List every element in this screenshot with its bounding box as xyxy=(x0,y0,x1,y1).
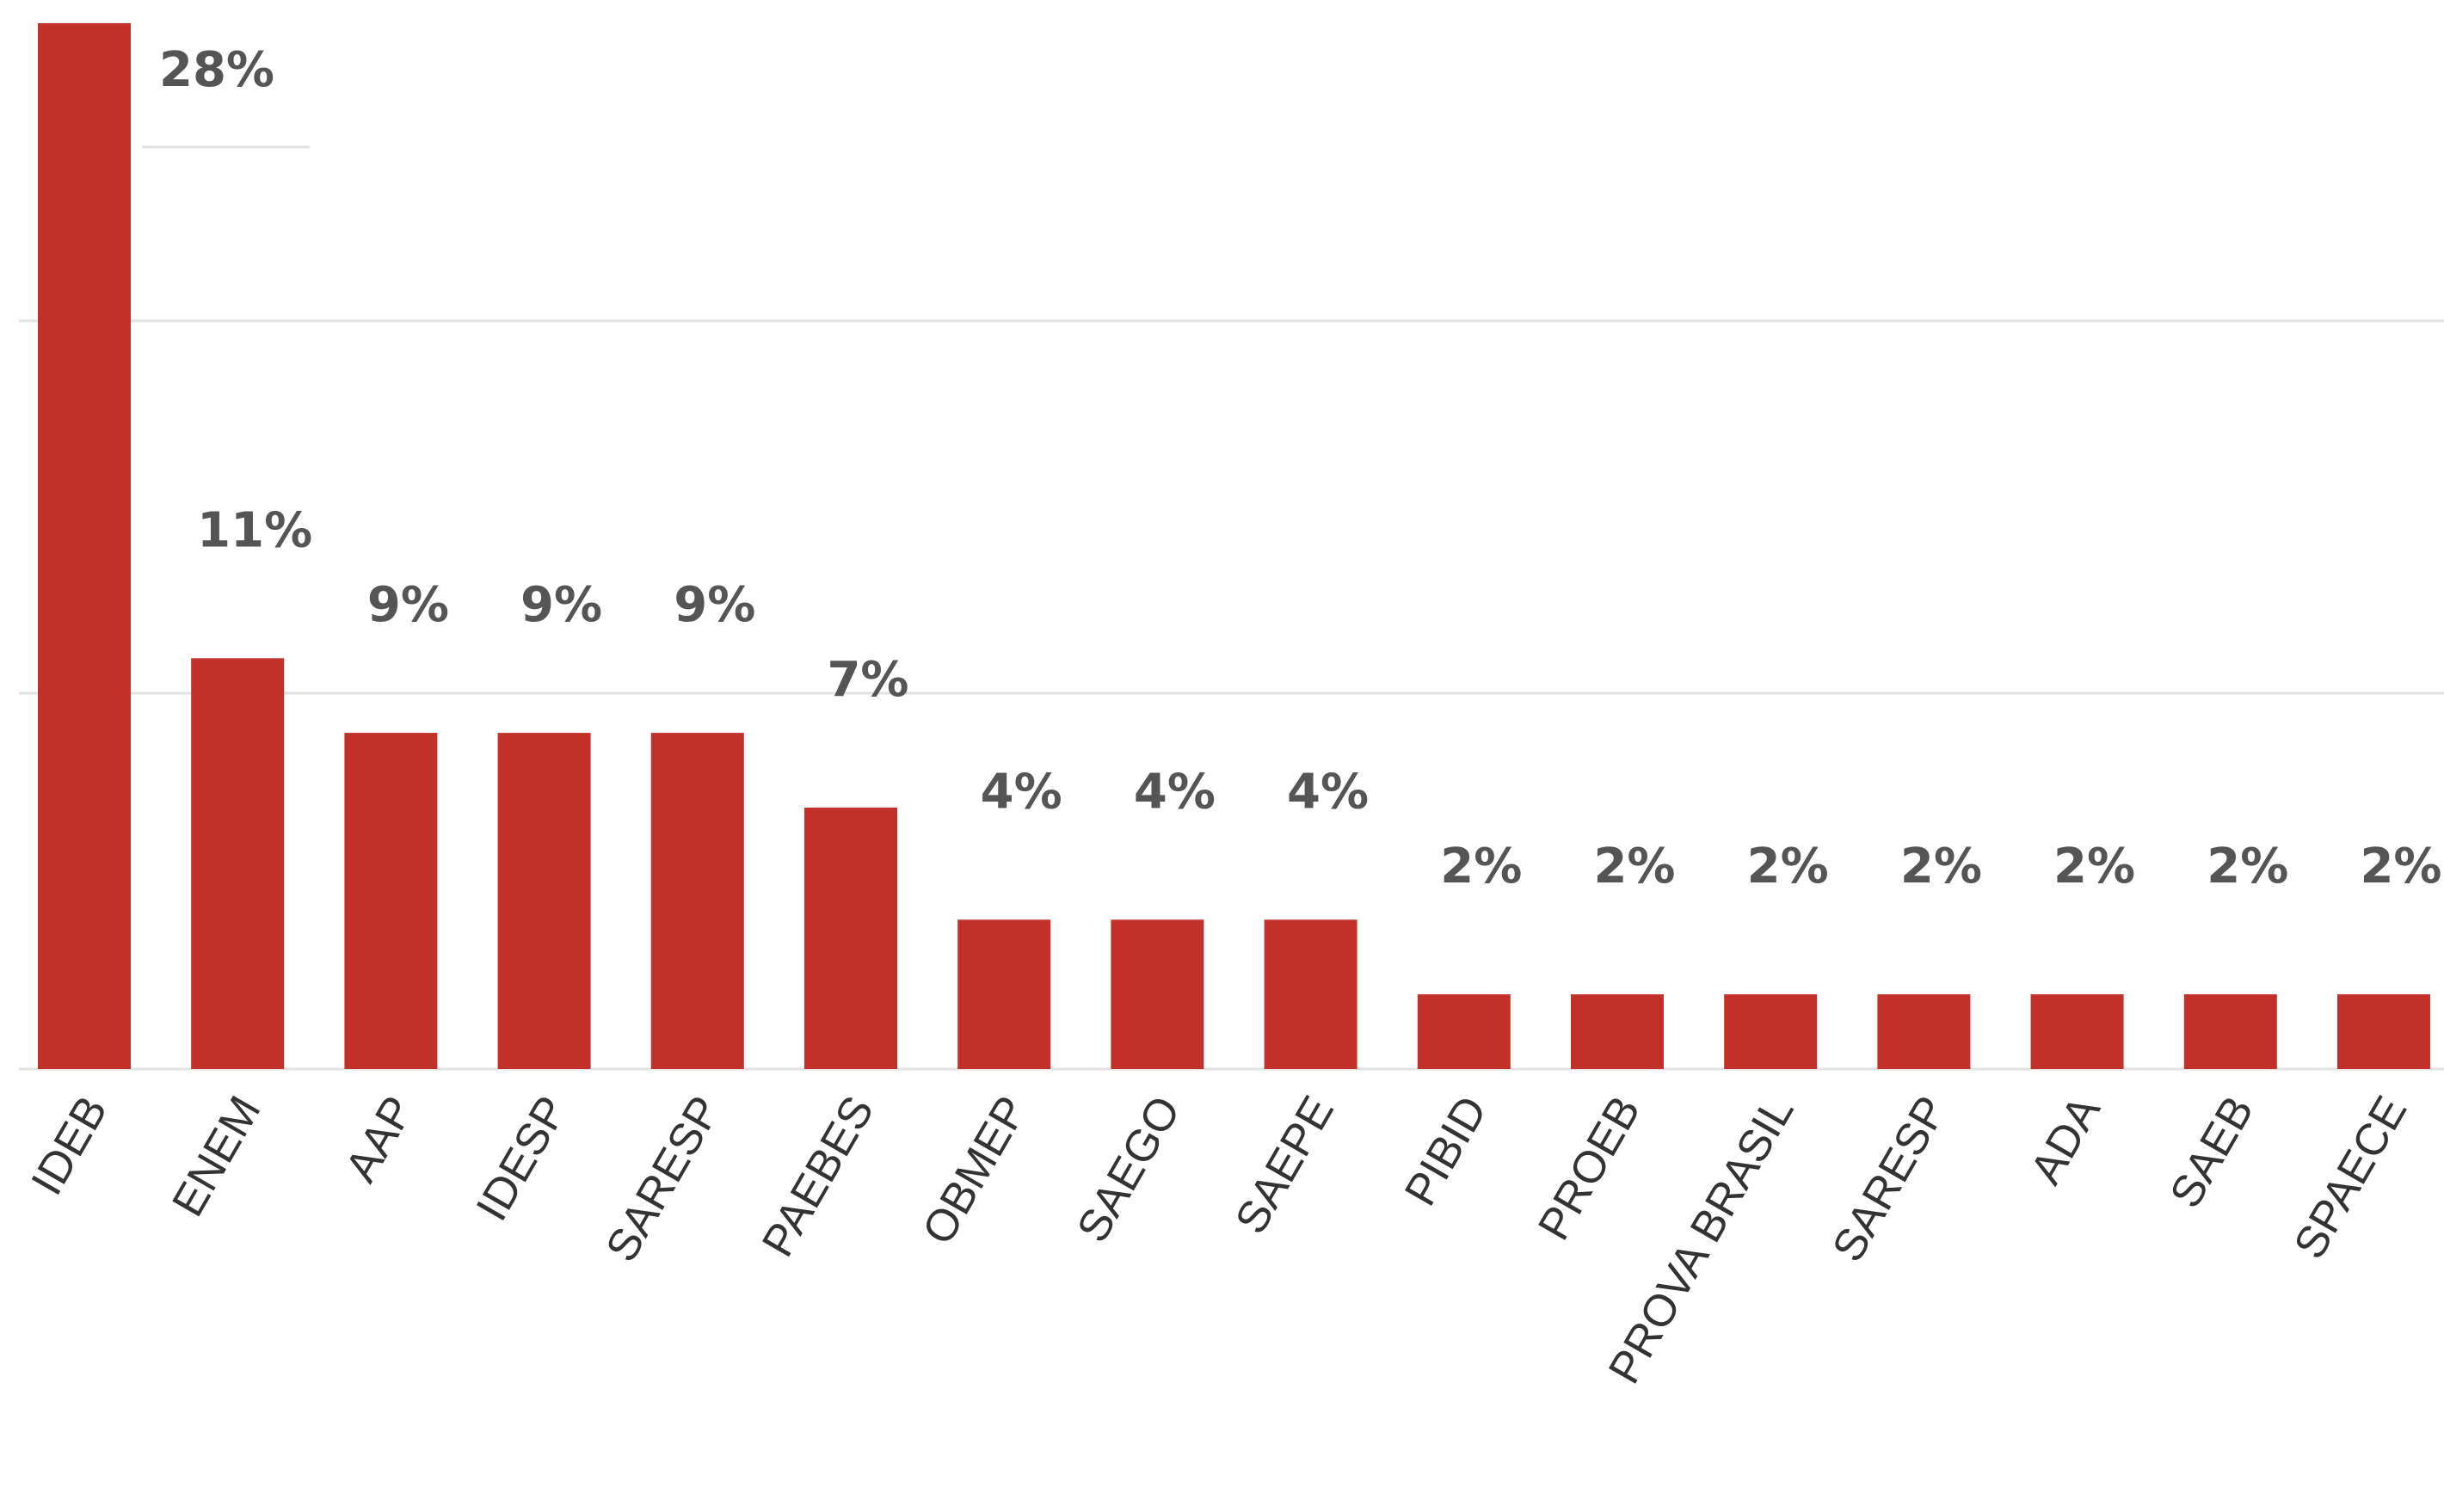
category-label: AAP xyxy=(336,1088,424,1190)
bar xyxy=(804,808,897,1069)
bar xyxy=(191,658,285,1069)
value-label: 4% xyxy=(981,764,1062,820)
bar xyxy=(1264,919,1357,1069)
bar xyxy=(1724,994,1818,1069)
bar xyxy=(650,733,744,1069)
category-label: OBMEP xyxy=(913,1088,1037,1253)
value-label: 9% xyxy=(520,577,602,633)
category-label: PIBID xyxy=(1395,1088,1497,1214)
value-label: 9% xyxy=(674,577,755,633)
bar xyxy=(38,23,131,1069)
bar xyxy=(344,733,438,1069)
bar xyxy=(1417,994,1511,1069)
value-label: 4% xyxy=(1134,764,1216,820)
value-label: 28% xyxy=(159,42,274,98)
bar xyxy=(1877,994,1971,1069)
bar xyxy=(1111,919,1204,1069)
value-label: 11% xyxy=(197,502,312,558)
value-label: 9% xyxy=(367,577,449,633)
value-label: 2% xyxy=(2360,839,2441,894)
category-label: SPAECE xyxy=(2285,1088,2417,1267)
category-labels: IDEB ENEM AAP IDESP SARESP PAEBES OBMEP SAEGO SA… xyxy=(22,1088,2416,1392)
bar xyxy=(2337,994,2430,1069)
category-label: SAEB xyxy=(2161,1088,2264,1216)
category-label: SAEGO xyxy=(1068,1088,1191,1251)
value-label: 2% xyxy=(1900,839,1982,894)
value-label: 2% xyxy=(1747,839,1829,894)
bar xyxy=(957,919,1051,1069)
bars xyxy=(38,23,2430,1069)
value-label: 4% xyxy=(1287,764,1369,820)
value-label: 7% xyxy=(827,652,908,708)
value-label: 2% xyxy=(2207,839,2288,894)
category-label: IDESP xyxy=(467,1088,577,1229)
category-label: PROEB xyxy=(1529,1088,1650,1249)
bar xyxy=(2183,994,2277,1069)
bar xyxy=(2030,994,2124,1069)
category-label: PAEBES xyxy=(753,1088,883,1265)
category-label: IDEB xyxy=(22,1088,117,1203)
value-label: 2% xyxy=(1440,839,1522,894)
category-label: SARESP xyxy=(1823,1088,1957,1270)
category-label: SARESP xyxy=(596,1088,730,1270)
bar xyxy=(497,733,591,1069)
value-label: 2% xyxy=(2053,839,2135,894)
category-label: ENEM xyxy=(163,1088,270,1225)
category-label: ADA xyxy=(2021,1088,2110,1193)
category-label: SAEPE xyxy=(1226,1088,1344,1242)
value-label: 2% xyxy=(1593,839,1675,894)
value-labels: 28% 11% 9% 9% 9% 7% 4% 4% 4% 2% 2% 2% 2% 2% 2% 2% xyxy=(159,42,2442,894)
bar xyxy=(1571,994,1664,1069)
